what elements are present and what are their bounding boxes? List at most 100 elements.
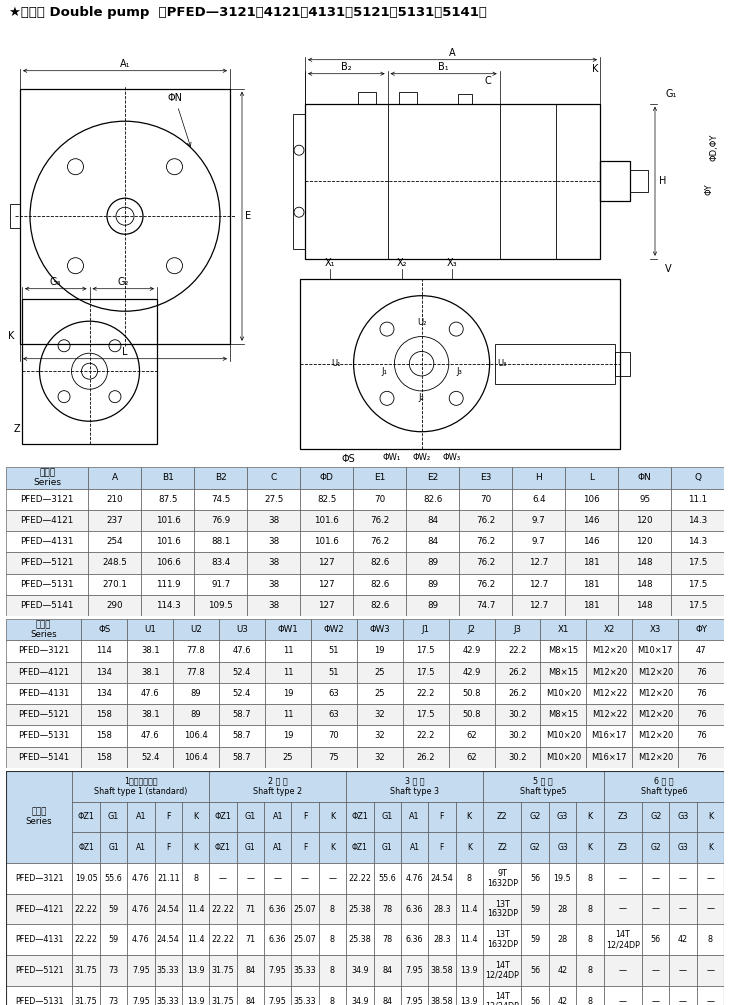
Bar <box>219 640 265 661</box>
Text: G3: G3 <box>677 812 688 821</box>
Bar <box>194 510 247 531</box>
Text: 22.22: 22.22 <box>74 936 98 945</box>
Text: G1: G1 <box>245 812 256 821</box>
Text: M8×15: M8×15 <box>548 667 578 676</box>
Text: F: F <box>439 843 444 852</box>
Text: 38.1: 38.1 <box>141 646 159 655</box>
Bar <box>6 747 81 768</box>
Text: 63: 63 <box>328 711 339 720</box>
Bar <box>72 863 100 893</box>
Bar <box>565 595 618 616</box>
Text: 6.36: 6.36 <box>406 936 423 945</box>
Text: J1: J1 <box>422 625 430 634</box>
Bar <box>346 955 374 986</box>
Bar <box>291 802 319 832</box>
Bar <box>127 661 173 682</box>
Text: 22.22: 22.22 <box>348 873 372 882</box>
Text: 106.4: 106.4 <box>184 753 208 762</box>
Text: Z2: Z2 <box>497 843 507 852</box>
Text: 114.3: 114.3 <box>155 601 180 610</box>
Bar <box>72 802 100 832</box>
Text: A₁: A₁ <box>120 58 130 68</box>
Text: PFED—3121: PFED—3121 <box>15 873 64 882</box>
Text: 114: 114 <box>96 646 112 655</box>
Bar <box>173 640 219 661</box>
Bar <box>210 955 237 986</box>
Text: ΦZ1: ΦZ1 <box>77 812 95 821</box>
Text: 27.5: 27.5 <box>264 494 283 504</box>
Text: 25.07: 25.07 <box>293 904 317 914</box>
Text: K: K <box>330 812 335 821</box>
Text: ΦZ1: ΦZ1 <box>78 843 94 852</box>
Text: M10×20: M10×20 <box>546 689 581 697</box>
Text: Z: Z <box>13 424 20 434</box>
Text: K: K <box>466 843 472 852</box>
Bar <box>565 467 618 488</box>
Bar <box>100 925 127 955</box>
Bar <box>247 531 300 553</box>
Bar <box>182 955 210 986</box>
Text: M10×20: M10×20 <box>546 732 581 741</box>
Bar <box>374 893 401 925</box>
Text: PFED—4131: PFED—4131 <box>15 936 64 945</box>
Bar <box>449 661 494 682</box>
Text: 4.76: 4.76 <box>132 873 150 882</box>
Text: 12.7: 12.7 <box>529 601 548 610</box>
Text: 8: 8 <box>588 997 592 1005</box>
Text: 系列号
Series: 系列号 Series <box>33 468 61 487</box>
Bar <box>6 955 72 986</box>
Text: M12×20: M12×20 <box>592 667 627 676</box>
Text: K: K <box>330 843 335 852</box>
Bar <box>576 955 604 986</box>
Bar <box>459 574 512 595</box>
Bar <box>346 893 374 925</box>
Text: M12×20: M12×20 <box>637 689 673 697</box>
Bar <box>127 802 155 832</box>
Bar <box>142 510 194 531</box>
Bar <box>429 925 456 955</box>
Text: 22.22: 22.22 <box>212 904 234 914</box>
Text: ΦY: ΦY <box>695 625 707 634</box>
Text: 59: 59 <box>108 904 118 914</box>
Bar <box>565 574 618 595</box>
Text: 42.9: 42.9 <box>462 646 481 655</box>
Text: 38.58: 38.58 <box>431 966 453 975</box>
Text: H: H <box>659 176 666 186</box>
Bar <box>456 832 483 863</box>
Bar <box>142 531 194 553</box>
Text: K: K <box>7 332 14 342</box>
Text: 71: 71 <box>245 904 255 914</box>
Text: 28.3: 28.3 <box>433 936 450 945</box>
Bar <box>319 893 346 925</box>
Text: 89: 89 <box>191 711 201 720</box>
Bar <box>265 619 311 640</box>
Bar <box>407 553 459 574</box>
Bar <box>576 802 604 832</box>
Bar <box>291 893 319 925</box>
Text: K: K <box>193 812 198 821</box>
Text: 19: 19 <box>283 732 293 741</box>
Bar <box>72 955 100 986</box>
Text: 11.4: 11.4 <box>461 904 478 914</box>
Bar <box>540 726 586 747</box>
Text: 47.6: 47.6 <box>233 646 251 655</box>
Text: PFED—3121: PFED—3121 <box>18 646 69 655</box>
Bar <box>697 925 724 955</box>
Text: —: — <box>652 873 660 882</box>
Text: 47: 47 <box>696 646 707 655</box>
Bar <box>346 802 374 832</box>
Bar <box>155 832 182 863</box>
Text: —: — <box>707 997 715 1005</box>
Text: 91.7: 91.7 <box>211 580 231 589</box>
Bar <box>456 802 483 832</box>
Bar <box>429 986 456 1005</box>
Text: ΦW1: ΦW1 <box>277 625 299 634</box>
Bar <box>449 726 494 747</box>
Text: 26.2: 26.2 <box>508 689 527 697</box>
Bar <box>494 705 540 726</box>
Text: 84: 84 <box>427 538 438 546</box>
Bar <box>374 832 401 863</box>
Bar <box>458 93 472 104</box>
Text: 7.95: 7.95 <box>132 966 150 975</box>
Text: J3: J3 <box>513 625 521 634</box>
